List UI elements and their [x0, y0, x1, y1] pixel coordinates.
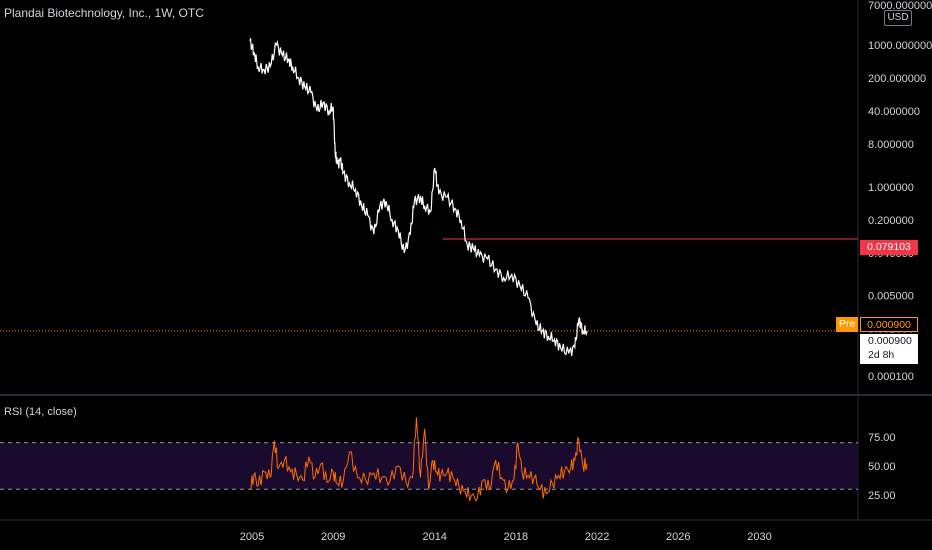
price-tick-label: 1.000000 [868, 182, 914, 194]
currency-badge[interactable]: USD [884, 10, 912, 26]
rsi-tick-label: 50.00 [868, 461, 896, 473]
rsi-series-line [249, 417, 588, 502]
price-tick-label: 8.000000 [868, 139, 914, 151]
premarket-label: Pre [836, 317, 858, 332]
price-tick-label: 200.000000 [868, 73, 926, 85]
rsi-title: RSI (14, close) [4, 406, 77, 418]
chart-title: Plandai Biotechnology, Inc., 1W, OTC [4, 6, 204, 20]
price-series-line [249, 38, 588, 357]
last-price-value: 0.000900 [868, 335, 912, 347]
rsi-band [0, 442, 858, 490]
time-tick-label: 2005 [240, 531, 264, 543]
time-tick-label: 2014 [422, 531, 446, 543]
price-tick-label: 0.200000 [868, 215, 914, 227]
price-tick-label: 1000.000000 [868, 40, 932, 52]
price-tick-label: 40.000000 [868, 106, 920, 118]
rsi-tick-label: 25.00 [868, 490, 896, 502]
bar-countdown: 2d 8h [868, 349, 895, 361]
price-tick-label: 0.000100 [868, 371, 914, 383]
premarket-price-tag: 0.000900 [860, 317, 918, 332]
time-tick-label: 2022 [585, 531, 609, 543]
time-tick-label: 2009 [321, 531, 345, 543]
last-price-tag: 0.000900 2d 8h [860, 334, 918, 364]
rsi-tick-label: 75.00 [868, 432, 896, 444]
horizontal-line-price-tag: 0.079103 [860, 240, 918, 255]
price-tick-label: 0.005000 [868, 291, 914, 303]
price-tick-label: 7000.000000 [868, 0, 932, 12]
time-tick-label: 2030 [747, 531, 771, 543]
time-tick-label: 2026 [666, 531, 690, 543]
time-tick-label: 2018 [504, 531, 528, 543]
